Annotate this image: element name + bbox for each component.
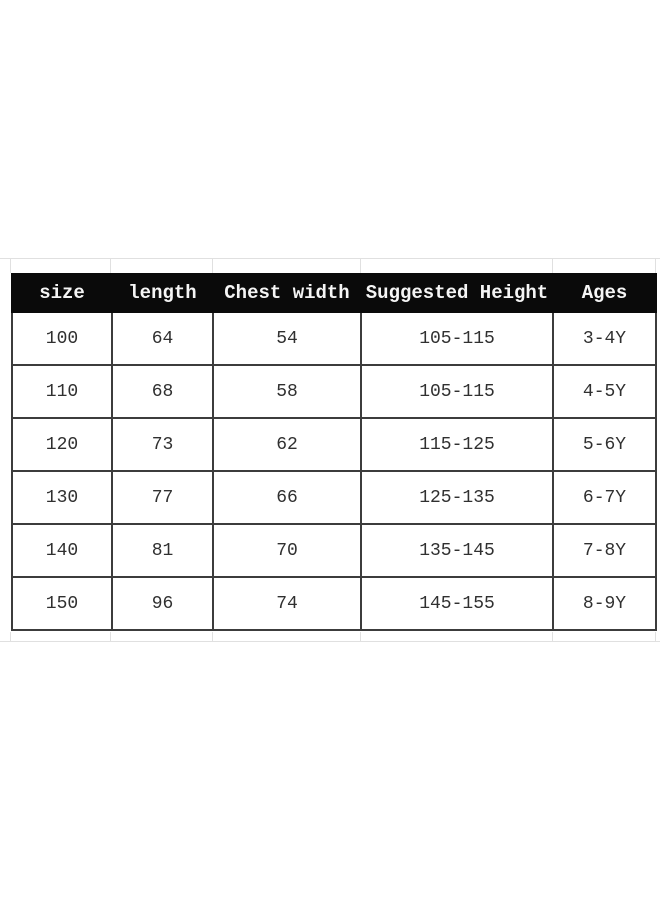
cell-length: 73 — [111, 417, 214, 472]
cell-length: 68 — [111, 364, 214, 419]
cell-size: 140 — [11, 523, 113, 578]
table-row: 100 64 54 105-115 3-4Y — [11, 311, 657, 366]
cell-chest-width: 70 — [212, 523, 362, 578]
cell-size: 110 — [11, 364, 113, 419]
cell-suggested-height: 105-115 — [360, 364, 554, 419]
size-chart-table: size length Chest width Suggested Height… — [11, 273, 657, 631]
table-row: 110 68 58 105-115 4-5Y — [11, 364, 657, 419]
cell-suggested-height: 115-125 — [360, 417, 554, 472]
header-cell-chest-width: Chest width — [212, 273, 362, 313]
header-cell-ages: Ages — [552, 273, 657, 313]
spreadsheet-gridline-stub — [10, 632, 11, 642]
cell-suggested-height: 105-115 — [360, 311, 554, 366]
spreadsheet-gridline-stub — [10, 258, 11, 273]
cell-size: 150 — [11, 576, 113, 631]
spreadsheet-gridline-top — [0, 258, 660, 259]
cell-suggested-height: 145-155 — [360, 576, 554, 631]
header-cell-length: length — [111, 273, 214, 313]
cell-size: 100 — [11, 311, 113, 366]
table-row: 130 77 66 125-135 6-7Y — [11, 470, 657, 525]
cell-size: 120 — [11, 417, 113, 472]
cell-length: 64 — [111, 311, 214, 366]
spreadsheet-gridline-stub — [212, 258, 213, 273]
spreadsheet-gridline-stub — [212, 632, 213, 642]
cell-length: 81 — [111, 523, 214, 578]
cell-size: 130 — [11, 470, 113, 525]
table-row: 150 96 74 145-155 8-9Y — [11, 576, 657, 631]
cell-ages: 4-5Y — [552, 364, 657, 419]
spreadsheet-gridline-bottom — [0, 641, 660, 642]
spreadsheet-gridline-stub — [552, 632, 553, 642]
table-row: 120 73 62 115-125 5-6Y — [11, 417, 657, 472]
cell-chest-width: 54 — [212, 311, 362, 366]
header-cell-suggested-height: Suggested Height — [360, 273, 554, 313]
cell-ages: 3-4Y — [552, 311, 657, 366]
spreadsheet-gridline-stub — [110, 632, 111, 642]
table-row: 140 81 70 135-145 7-8Y — [11, 523, 657, 578]
cell-suggested-height: 135-145 — [360, 523, 554, 578]
cell-length: 96 — [111, 576, 214, 631]
cell-chest-width: 74 — [212, 576, 362, 631]
cell-ages: 7-8Y — [552, 523, 657, 578]
cell-ages: 6-7Y — [552, 470, 657, 525]
spreadsheet-gridline-stub — [655, 258, 656, 273]
cell-chest-width: 58 — [212, 364, 362, 419]
header-row: size length Chest width Suggested Height… — [11, 273, 657, 313]
cell-ages: 5-6Y — [552, 417, 657, 472]
spreadsheet-gridline-stub — [110, 258, 111, 273]
cell-chest-width: 62 — [212, 417, 362, 472]
cell-ages: 8-9Y — [552, 576, 657, 631]
cell-suggested-height: 125-135 — [360, 470, 554, 525]
spreadsheet-gridline-stub — [655, 632, 656, 642]
header-cell-size: size — [11, 273, 113, 313]
spreadsheet-gridline-stub — [552, 258, 553, 273]
cell-length: 77 — [111, 470, 214, 525]
spreadsheet-gridline-stub — [360, 258, 361, 273]
cell-chest-width: 66 — [212, 470, 362, 525]
spreadsheet-gridline-stub — [360, 632, 361, 642]
